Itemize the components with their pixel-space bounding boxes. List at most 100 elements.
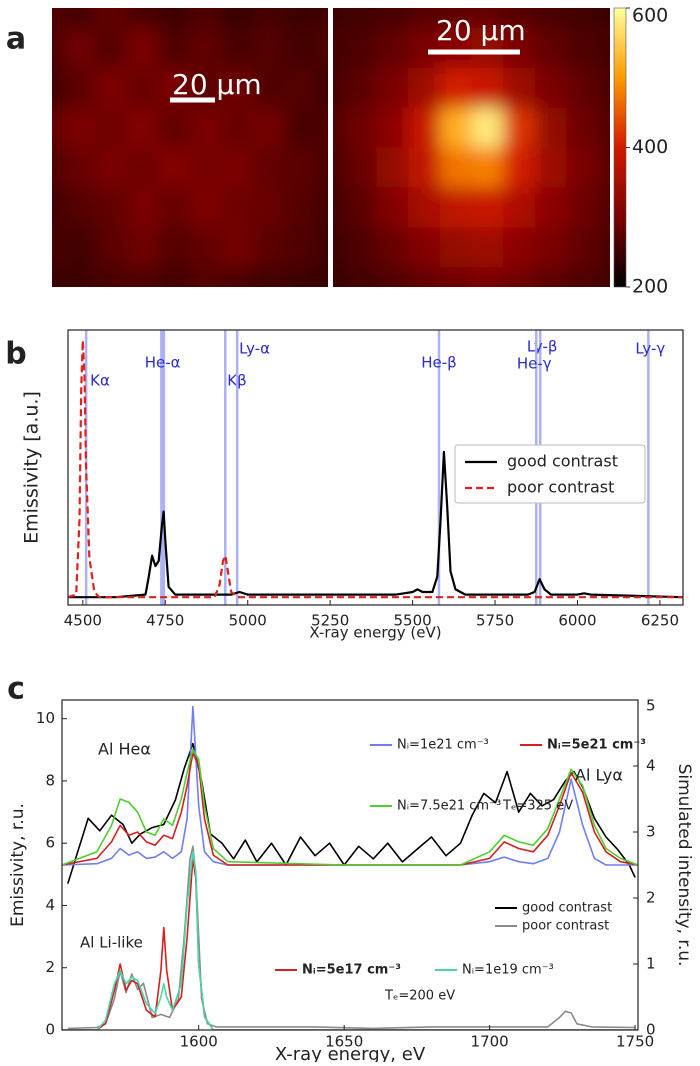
heat-cell (126, 267, 159, 287)
heat-cell (63, 8, 96, 29)
heat-cell (408, 8, 441, 29)
legend-label: good contrast (507, 452, 618, 471)
y-tick-label: 2 (45, 958, 55, 976)
colorbar-tick-label: 400 (632, 136, 668, 158)
x-tick-label: 5000 (229, 612, 267, 630)
y2-tick-label: 2 (646, 889, 656, 907)
heat-cell (190, 107, 223, 148)
heat-cell (333, 187, 346, 228)
heat-cell (63, 147, 96, 188)
y-tick-label: 0 (45, 1021, 55, 1039)
heat-cell (126, 187, 159, 228)
heat-cell (471, 267, 504, 287)
legend-label: poor contrast (522, 919, 609, 934)
heat-cell (566, 8, 599, 29)
image-cells (52, 8, 328, 287)
series-line (62, 748, 638, 866)
heat-cell (534, 267, 568, 287)
heat-cell (158, 107, 191, 148)
heat-cell (126, 8, 159, 29)
annotation: Al Li-like (80, 934, 143, 952)
heat-cell (63, 187, 96, 228)
heat-cell (566, 267, 599, 287)
y2-tick-label: 4 (646, 757, 656, 775)
reference-label: Ly-γ (635, 340, 665, 358)
heat-cell (598, 67, 610, 109)
heat-cell (344, 147, 377, 188)
annotation: Al Lyα (575, 766, 623, 785)
scale-bar-label: 20 μm (436, 14, 526, 47)
heat-cell (376, 147, 409, 188)
heat-cell (534, 67, 568, 109)
heat-cell (253, 267, 286, 287)
plot-lines (68, 339, 683, 599)
annotation: Al Heα (98, 740, 151, 759)
heat-cell (284, 107, 317, 148)
heat-cell (566, 27, 599, 69)
x-axis-label: X-ray energy (eV) (309, 624, 441, 642)
heat-cell (52, 8, 65, 29)
y-tick-label: 6 (45, 834, 55, 852)
image-panel (52, 8, 328, 287)
heat-cell (439, 187, 472, 228)
heat-cell (408, 27, 441, 69)
heat-cell (503, 147, 536, 188)
heat-cell (316, 267, 328, 287)
heat-cell (316, 8, 328, 29)
legend-label: Nᵢ=1e21 cm⁻³ (397, 738, 489, 753)
heat-cell (333, 267, 346, 287)
x-tick-label: 5250 (311, 612, 349, 630)
heat-cell (503, 107, 536, 148)
heat-cell (471, 8, 504, 29)
heat-cell (158, 227, 191, 268)
y-axis-label: Emissivity, r.u. (8, 803, 28, 927)
heat-cell (344, 187, 377, 228)
scale-bar-label: 20 μm (172, 68, 262, 101)
heat-cell (253, 107, 286, 148)
heat-cell (63, 267, 96, 287)
heat-cell (503, 27, 536, 69)
heat-cell (333, 147, 346, 188)
heat-cell (333, 8, 346, 29)
annotation: Tₑ=200 eV (384, 989, 455, 1004)
heat-cell (52, 67, 65, 109)
heat-cell (52, 147, 65, 188)
series-line (67, 845, 636, 1030)
x-tick-label: 5500 (394, 612, 432, 630)
reference-label: He-γ (517, 355, 552, 373)
heat-cell (95, 267, 128, 287)
heat-cell (221, 67, 254, 109)
y2-tick-label: 3 (646, 823, 656, 841)
heat-cell (376, 107, 409, 148)
colorbar-tick-label: 200 (632, 276, 668, 298)
heat-cell (471, 147, 504, 188)
heat-cell (471, 67, 504, 109)
legend-label: Nᵢ=7.5e21 cm⁻³ (397, 799, 501, 814)
reference-label: Ly-β (527, 338, 558, 356)
heat-cell (471, 27, 504, 69)
heat-cell (221, 8, 254, 29)
legend-label: Nᵢ=5e21 cm⁻³ (547, 738, 646, 753)
heat-cell (284, 267, 317, 287)
heat-cell (376, 8, 409, 29)
heat-cell (126, 147, 159, 188)
heat-cell (439, 27, 472, 69)
heat-cell (95, 147, 128, 188)
heat-cell (408, 227, 441, 268)
heat-cell (221, 147, 254, 188)
heat-cell (534, 27, 568, 69)
y2-tick-label: 5 (646, 697, 656, 715)
heat-cell (439, 147, 472, 188)
heat-cell (95, 107, 128, 148)
plot-frame (61, 699, 639, 1031)
heat-cell (126, 107, 159, 148)
heat-cell (190, 267, 223, 287)
x-axis-label: X-ray energy, eV (275, 1044, 426, 1062)
heat-cell (503, 267, 536, 287)
x-tick-label: 4500 (64, 612, 102, 630)
heat-cell (408, 67, 441, 109)
heat-cell (439, 227, 472, 268)
heat-cell (344, 227, 377, 268)
legend-label: Nᵢ=5e17 cm⁻³ (302, 963, 401, 978)
panel-label: c (7, 672, 25, 707)
